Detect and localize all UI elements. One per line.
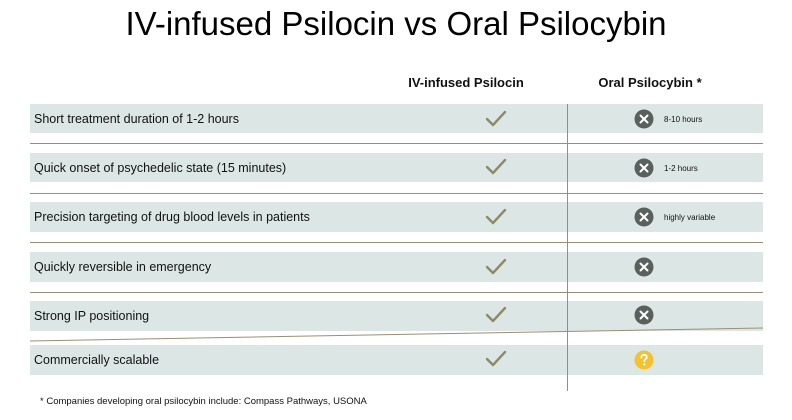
- question-icon: [634, 350, 654, 370]
- row-divider: [30, 292, 763, 293]
- row-divider: [30, 327, 764, 342]
- x-icon: [634, 257, 654, 277]
- x-icon: [634, 158, 654, 178]
- check-icon: [485, 306, 507, 323]
- table-row: Quick onset of psychedelic state (15 min…: [30, 153, 763, 182]
- row-label: Quick onset of psychedelic state (15 min…: [34, 160, 287, 175]
- table-row: Precision targeting of drug blood levels…: [30, 202, 763, 232]
- column-divider: [567, 104, 568, 391]
- x-icon: [634, 305, 654, 325]
- row-divider: [30, 143, 763, 144]
- table-row: Commercially scalable: [30, 345, 763, 375]
- table-row: Quickly reversible in emergency: [30, 252, 763, 282]
- check-icon: [485, 208, 507, 225]
- row-divider: [30, 242, 763, 243]
- row-label: Quickly reversible in emergency: [34, 260, 212, 274]
- check-icon: [485, 258, 507, 275]
- x-icon: [634, 207, 654, 227]
- table-row: Strong IP positioning: [30, 301, 763, 331]
- table-row: Short treatment duration of 1-2 hours 8-…: [30, 104, 763, 133]
- x-icon: [634, 109, 654, 129]
- footnote: * Companies developing oral psilocybin i…: [40, 396, 367, 407]
- column-header-oral-psilocybin: Oral Psilocybin *: [598, 75, 702, 90]
- row-label: Short treatment duration of 1-2 hours: [34, 111, 239, 126]
- oral-note: 8-10 hours: [664, 115, 703, 124]
- check-icon: [485, 350, 507, 367]
- row-divider: [30, 193, 763, 194]
- row-label: Strong IP positioning: [34, 309, 150, 323]
- oral-note: 1-2 hours: [664, 164, 698, 173]
- row-label: Precision targeting of drug blood levels…: [34, 210, 310, 224]
- column-header-iv-psilocin: IV-infused Psilocin: [408, 75, 524, 90]
- page-title: IV-infused Psilocin vs Oral Psilocybin: [125, 5, 667, 42]
- check-icon: [485, 158, 507, 175]
- check-icon: [485, 110, 507, 127]
- oral-note: highly variable: [664, 213, 716, 222]
- row-label: Commercially scalable: [34, 353, 160, 367]
